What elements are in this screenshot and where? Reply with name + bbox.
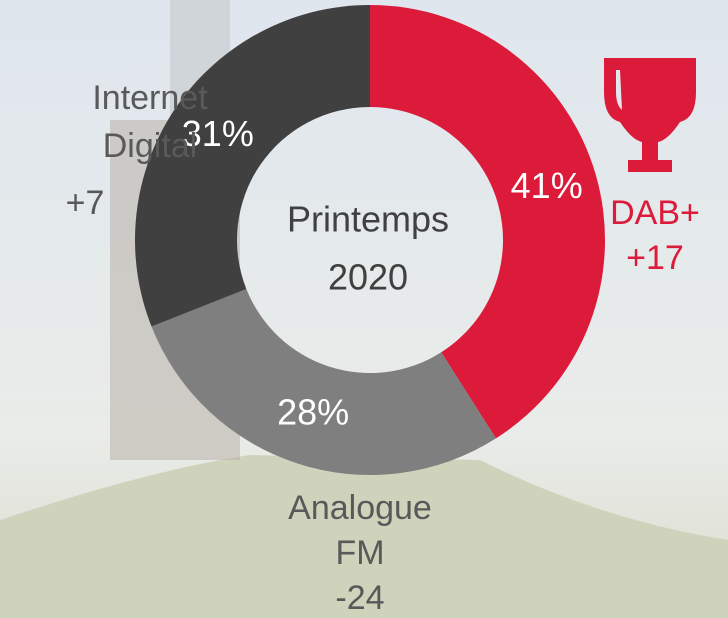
value-label: 28%	[277, 392, 349, 433]
donut-segment	[134, 5, 370, 327]
value-label: 41%	[511, 165, 583, 206]
category-label: DAB+	[610, 194, 700, 232]
value-label: 31%	[182, 113, 254, 154]
donut-segment	[370, 5, 605, 439]
trophy-icon	[604, 58, 696, 172]
category-label: Internet Digital	[92, 79, 208, 165]
center-text: 2020	[328, 257, 408, 298]
change-label: -24	[335, 579, 384, 617]
change-label: +7	[66, 184, 105, 222]
center-text: Printemps	[287, 199, 449, 240]
hill	[0, 455, 728, 618]
category-label: Analogue FM	[288, 489, 432, 572]
donut-segment	[151, 288, 496, 475]
change-label: +17	[626, 239, 684, 277]
